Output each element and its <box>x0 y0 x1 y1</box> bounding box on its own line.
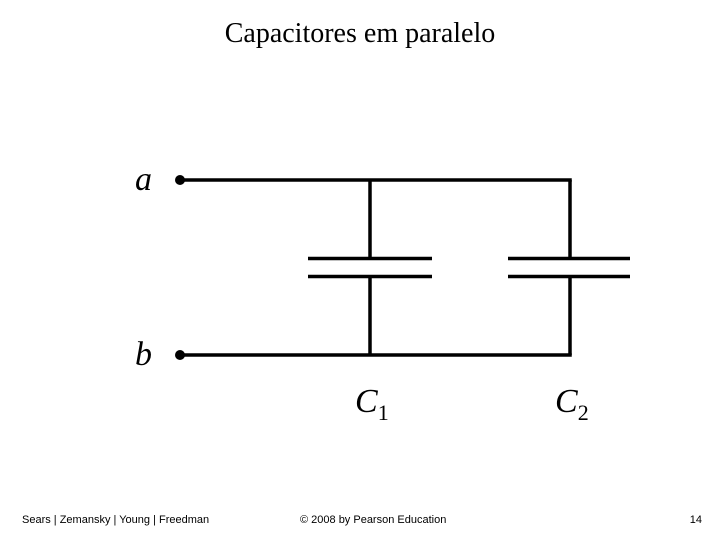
footer-pagenum: 14 <box>690 514 702 526</box>
page-title: Capacitores em paralelo <box>0 18 720 50</box>
circuit-svg: a b C1 C2 <box>110 120 630 440</box>
footer-copyright: © 2008 by Pearson Education <box>300 514 446 526</box>
circuit-diagram: a b C1 C2 <box>110 120 630 440</box>
cap2-label: C2 <box>555 383 589 425</box>
slide: Capacitores em paralelo a b C1 C2 Sears | Z… <box>0 0 720 540</box>
footer-authors: Sears | Zemansky | Young | Freedman <box>22 514 209 526</box>
cap1-label: C1 <box>355 383 389 425</box>
terminal-a-label: a <box>135 161 152 198</box>
terminal-b-label: b <box>135 336 152 373</box>
